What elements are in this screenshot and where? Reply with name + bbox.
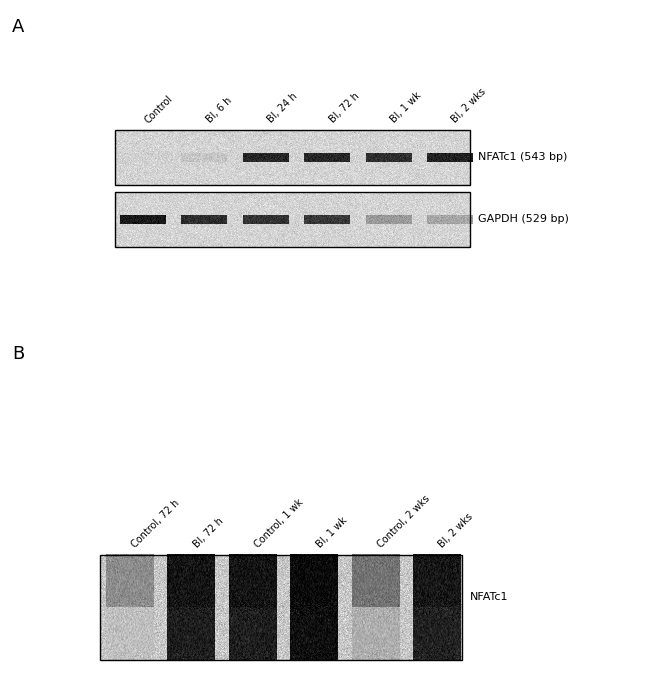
Text: NFATc1 (543 bp): NFATc1 (543 bp) <box>478 152 567 163</box>
Text: NFATc1: NFATc1 <box>470 593 508 602</box>
Text: Control: Control <box>143 93 175 125</box>
Bar <box>115 130 470 185</box>
Text: BI, 2 wks: BI, 2 wks <box>450 87 488 125</box>
Text: A: A <box>12 18 25 36</box>
Text: B: B <box>12 345 24 363</box>
Text: Control, 72 h: Control, 72 h <box>130 498 182 550</box>
Text: Control, 1 wk: Control, 1 wk <box>253 498 306 550</box>
Text: BI, 1 wk: BI, 1 wk <box>389 91 423 125</box>
Text: BI, 24 h: BI, 24 h <box>266 91 300 125</box>
Text: BI, 2 wks: BI, 2 wks <box>437 512 475 550</box>
Text: GAPDH (529 bp): GAPDH (529 bp) <box>478 214 569 225</box>
Bar <box>115 192 470 247</box>
Text: BI, 72 h: BI, 72 h <box>327 91 361 125</box>
Text: BI, 6 h: BI, 6 h <box>204 96 233 125</box>
Bar <box>100 555 462 660</box>
Text: BI, 1 wk: BI, 1 wk <box>314 516 348 550</box>
Text: Control, 2 wks: Control, 2 wks <box>376 493 432 550</box>
Text: BI, 72 h: BI, 72 h <box>191 517 225 550</box>
